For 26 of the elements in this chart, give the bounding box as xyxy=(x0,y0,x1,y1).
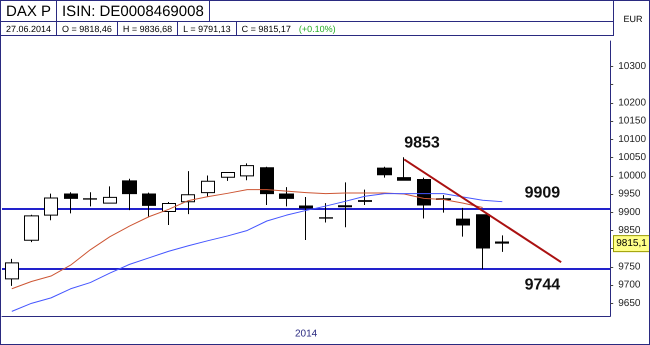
text: C = 9815,17 xyxy=(240,22,292,35)
y-tick-label: 9750 xyxy=(618,261,641,272)
ref-line-label: 9909 xyxy=(524,184,560,202)
y-tick-label: 9950 xyxy=(618,188,641,200)
annotation: 9853 xyxy=(404,134,440,152)
chart-subtitle: ISIN: DE0008469008 xyxy=(57,1,210,21)
text: H = 9836,68 xyxy=(118,22,178,35)
x-axis-title: 2014 xyxy=(294,328,318,340)
text: 9815,1 xyxy=(616,238,648,250)
y-tick-label: 10100 xyxy=(618,134,646,145)
text: O = 9818,46 xyxy=(57,22,118,35)
chart-title: DAX P xyxy=(1,1,58,21)
y-tick-label: 9700 xyxy=(618,280,641,291)
text: 27.06.2014 xyxy=(1,22,58,35)
ref-line-label: 9744 xyxy=(524,276,560,294)
y-tick-label: 10150 xyxy=(618,116,646,127)
y-axis-title: EUR xyxy=(613,1,650,36)
y-tick-label: 10200 xyxy=(618,97,646,108)
y-tick-label: 10000 xyxy=(618,170,646,182)
y-tick-label: 9850 xyxy=(618,224,641,236)
text: L = 9791,13 xyxy=(178,22,237,35)
text: (+0.10%) xyxy=(298,22,337,35)
y-tick-label: 10050 xyxy=(618,152,646,164)
y-tick-label: 9650 xyxy=(618,298,641,309)
y-tick-label: 9900 xyxy=(618,206,641,218)
y-tick-label: 10300 xyxy=(618,61,646,72)
